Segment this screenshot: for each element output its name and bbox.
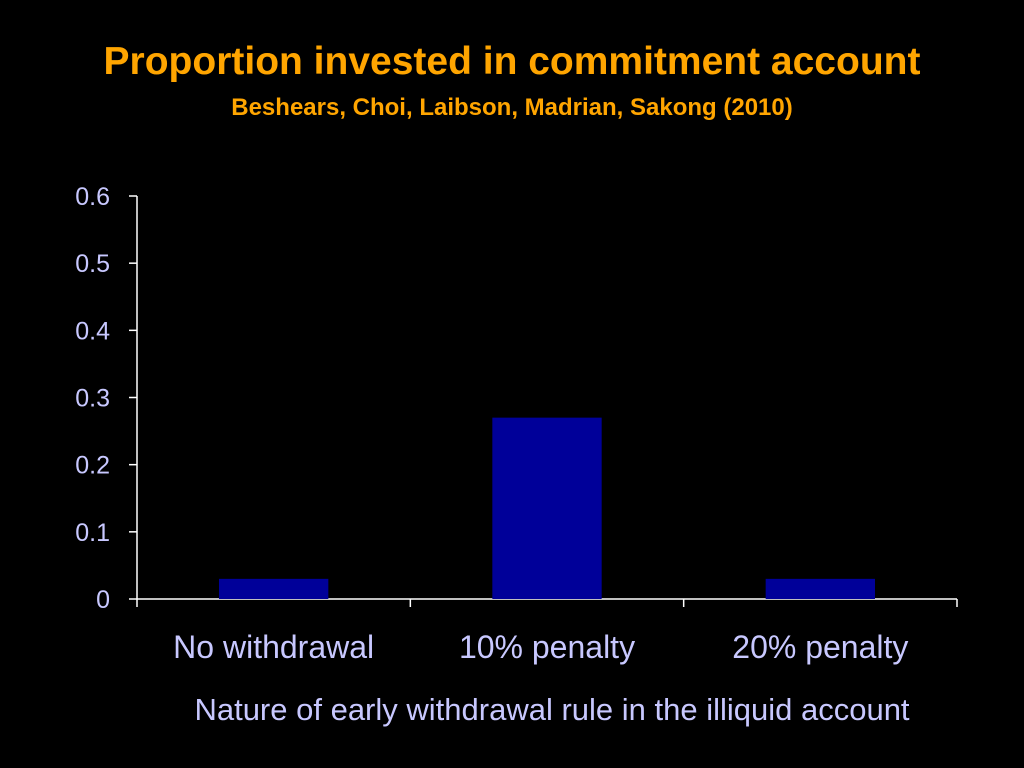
y-tick-label: 0.1 bbox=[75, 519, 110, 547]
x-axis-label: Nature of early withdrawal rule in the i… bbox=[194, 692, 910, 727]
y-tick-label: 0.5 bbox=[75, 250, 110, 278]
x-category-label: 10% penalty bbox=[459, 629, 635, 665]
chart-subtitle: Beshears, Choi, Laibson, Madrian, Sakong… bbox=[231, 94, 793, 121]
y-tick-label: 0.2 bbox=[75, 452, 110, 480]
x-category-label: 20% penalty bbox=[732, 629, 908, 665]
y-tick-label: 0 bbox=[96, 586, 110, 614]
x-category-label: No withdrawal bbox=[173, 629, 374, 665]
y-tick-label: 0.6 bbox=[75, 183, 110, 211]
bar bbox=[492, 417, 602, 599]
y-tick-label: 0.4 bbox=[75, 317, 110, 345]
bar bbox=[219, 578, 329, 599]
y-tick-label: 0.3 bbox=[75, 385, 110, 413]
bar bbox=[765, 578, 875, 599]
chart-title: Proportion invested in commitment accoun… bbox=[103, 40, 921, 83]
